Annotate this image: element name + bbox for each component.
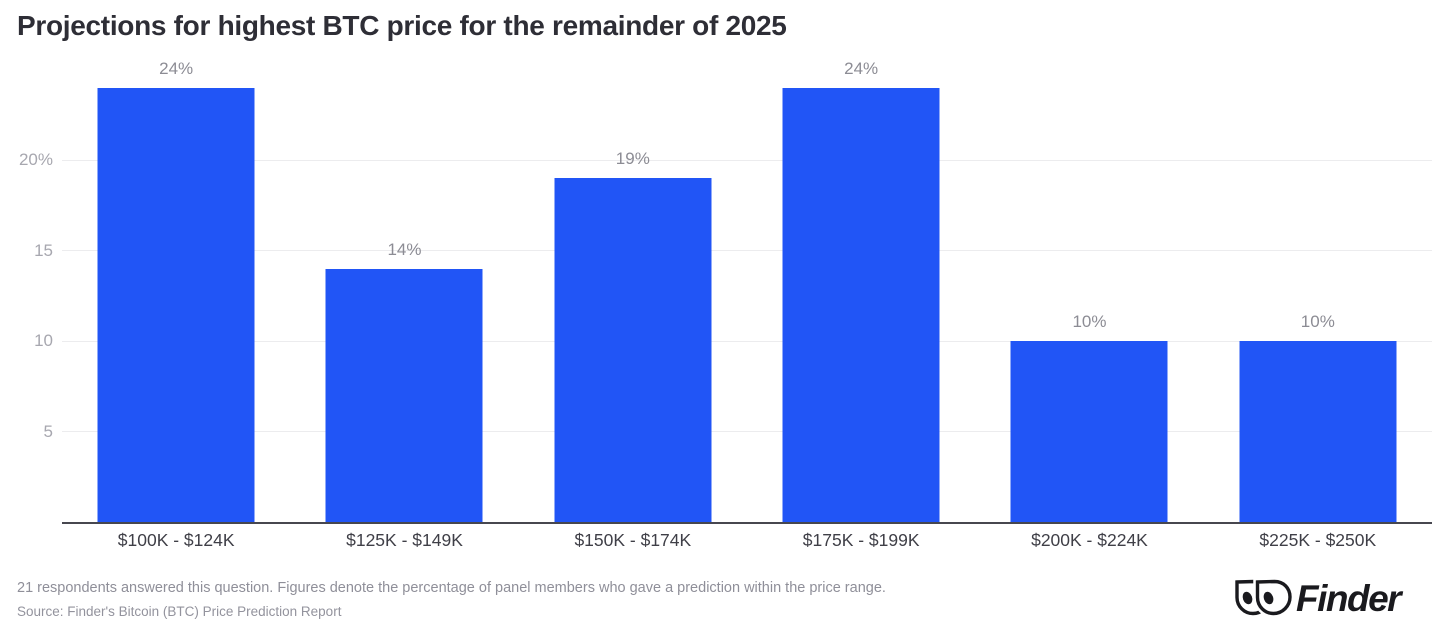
plot-area: 24% 14% 19% 24% 10% 10% 5 10 15 20% (19, 59, 1432, 524)
finder-logo: Finder (1232, 576, 1428, 622)
x-axis-category-label: $225K - $250K (1259, 530, 1377, 550)
source-note: Source: Finder's Bitcoin (BTC) Price Pre… (17, 603, 342, 619)
x-axis-category-label: $175K - $199K (802, 530, 920, 550)
bar (1239, 341, 1397, 522)
x-axis-category-label: $200K - $224K (1031, 530, 1148, 550)
finder-eyes-icon: Finder (1235, 577, 1406, 619)
chart-title: Projections for highest BTC price for th… (17, 10, 787, 41)
y-axis-tick-label: 15 (34, 240, 53, 260)
x-axis-category-label: $125K - $149K (346, 530, 463, 550)
respondents-note: 21 respondents answered this question. F… (17, 579, 886, 596)
bar-slot: 10% (975, 65, 1203, 522)
bar-value-label: 10% (1300, 312, 1335, 331)
bar (554, 178, 712, 522)
bar-value-label: 10% (1072, 312, 1107, 331)
bar-slot: 19% (519, 65, 747, 522)
bar-chart: 24% 14% 19% 24% 10% 10% 5 10 15 20% (19, 59, 1432, 524)
finder-wordmark: Finder (1296, 578, 1404, 619)
bar-slot: 24% (747, 59, 975, 522)
bar-value-label: 14% (387, 239, 422, 259)
footnotes: 21 respondents answered this question. F… (17, 580, 886, 619)
chart-footer: 21 respondents answered this question. F… (17, 576, 1428, 622)
x-axis-line (62, 522, 1432, 524)
bar-slot: 24% (62, 59, 290, 522)
gridline (62, 159, 1432, 161)
x-axis-category-label: $100K - $124K (117, 530, 235, 550)
gridline (62, 250, 1432, 251)
bar-slot: 14% (290, 65, 518, 522)
y-axis-tick-label: 10 (34, 331, 53, 350)
bars-container: 24% 14% 19% 24% 10% 10% (62, 59, 1432, 522)
bar (782, 87, 940, 522)
gridline (62, 340, 1432, 342)
bar-value-label: 19% (615, 149, 650, 169)
gridline (62, 431, 1432, 432)
bar-value-label: 24% (159, 58, 194, 78)
bar-value-label: 24% (844, 58, 879, 78)
x-axis-labels: $100K - $124K $125K - $149K $150K - $174K $… (62, 530, 1432, 551)
x-axis-category-label: $150K - $174K (574, 530, 692, 550)
bar-slot: 10% (1204, 65, 1432, 522)
bar (325, 268, 483, 522)
bar (97, 87, 255, 522)
y-axis-tick-label: 20% (18, 150, 53, 169)
y-axis-tick-label: 5 (43, 421, 53, 441)
bar (1010, 341, 1168, 522)
